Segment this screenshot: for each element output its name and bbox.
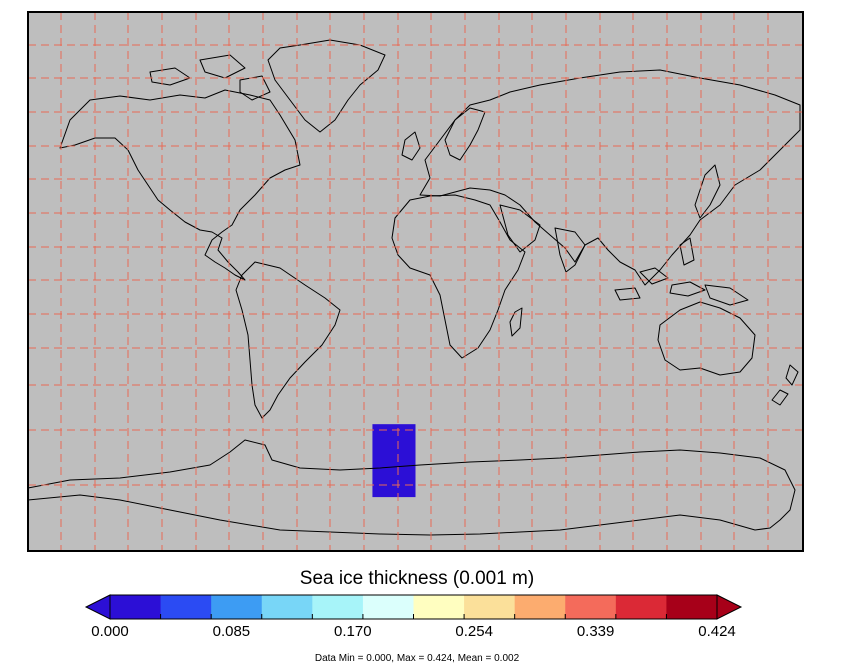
- coastline-madagascar: [509, 307, 523, 337]
- sea-ice-field-region: [372, 424, 416, 498]
- colorbar-tick-label: 0.000: [91, 623, 129, 640]
- colorbar-ticks: [160, 614, 667, 619]
- colorbar-cell: [211, 595, 263, 619]
- colorbar-cells: [110, 595, 718, 619]
- colorbar: [84, 594, 743, 620]
- coastline-british-isles: [401, 131, 421, 161]
- coastline-greenland: [267, 39, 386, 133]
- colorbar-cell: [514, 595, 566, 619]
- colorbar-cell: [413, 595, 465, 619]
- colorbar-title: Sea ice thickness (0.001 m): [299, 568, 535, 589]
- colorbar-tick-label: 0.254: [455, 623, 493, 640]
- colorbar-cell: [362, 595, 414, 619]
- colorbar-tick-label: 0.339: [576, 623, 615, 640]
- colorbar-cell: [464, 595, 516, 619]
- colorbar-cell: [261, 595, 313, 619]
- colorbar-cell: [110, 595, 162, 619]
- colorbar-min-extension: [84, 594, 111, 620]
- coastline-antarctica: [28, 439, 796, 536]
- colorbar-cell: [160, 595, 212, 619]
- colorbar-tick-label: 0.085: [212, 623, 251, 640]
- coastline-arabia: [499, 204, 541, 253]
- coastline-new-zealand: [771, 364, 799, 406]
- coastline-north-america: [59, 89, 301, 281]
- colorbar-cell: [312, 595, 364, 619]
- coastline-japan: [694, 164, 721, 219]
- coastline-australia: [657, 301, 756, 376]
- map-frame: [27, 11, 804, 552]
- colorbar-max-extension: [716, 594, 743, 620]
- colorbar-tick-label: 0.170: [334, 623, 372, 640]
- coastline-southeast-asia-islands: [614, 237, 706, 301]
- coastline-scandinavia: [444, 107, 486, 161]
- coastline-india: [554, 227, 586, 273]
- colorbar-tick-label: 0.424: [698, 623, 736, 640]
- coastline-new-guinea: [704, 284, 749, 306]
- graticule: [28, 12, 803, 551]
- coastline-arctic-islands: [149, 54, 271, 101]
- colorbar-cell: [666, 595, 718, 619]
- colorbar-cell: [615, 595, 667, 619]
- data-field-layer: [372, 424, 416, 498]
- data-stats-footer: Data Min = 0.000, Max = 0.424, Mean = 0.…: [314, 653, 520, 664]
- colorbar-cell: [565, 595, 617, 619]
- coastline-africa: [391, 194, 526, 359]
